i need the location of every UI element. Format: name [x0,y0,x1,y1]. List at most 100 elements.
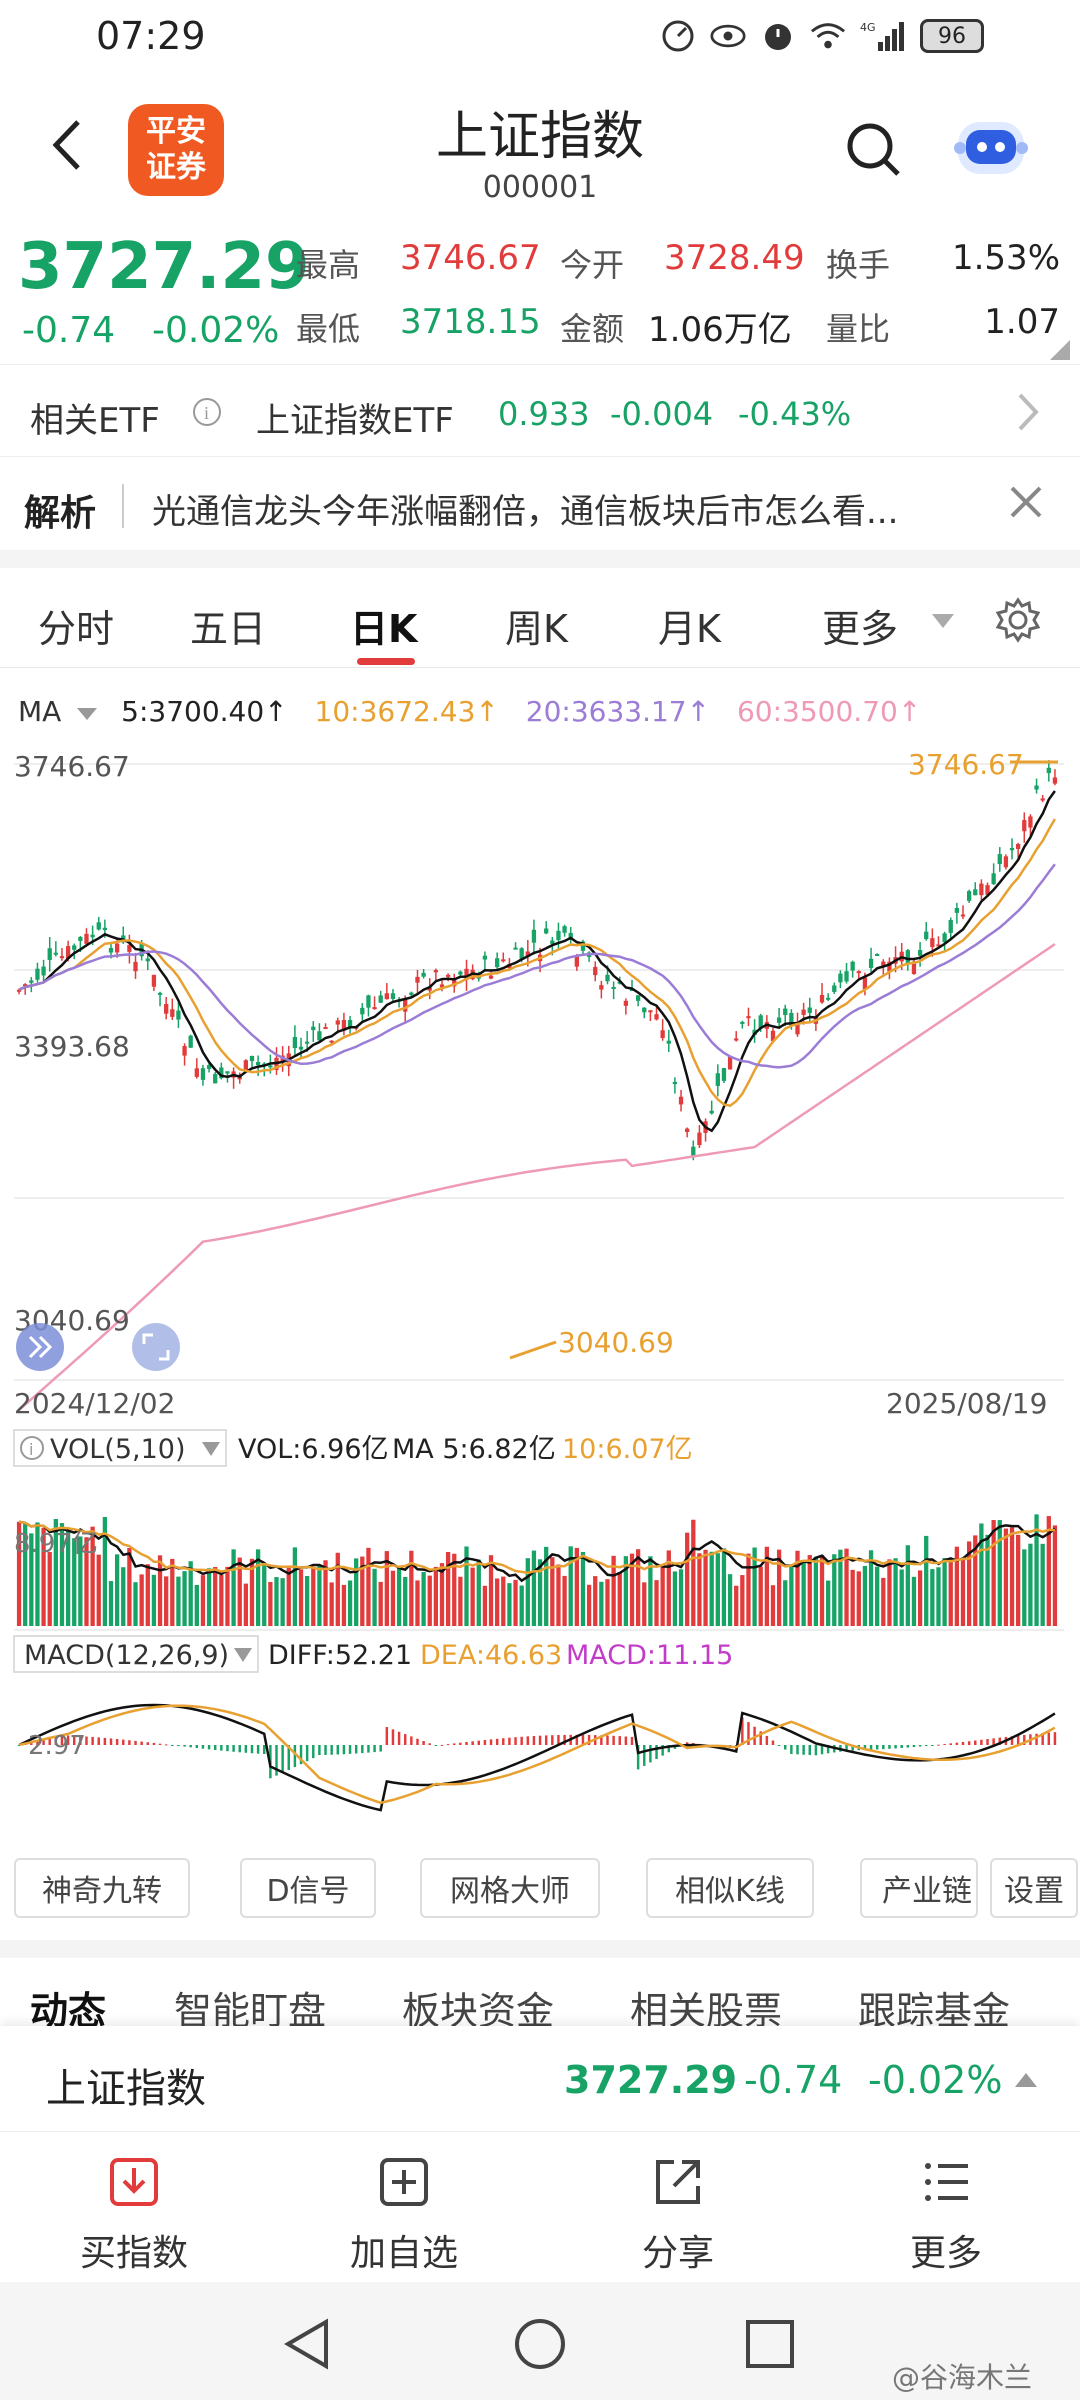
candle-body [84,933,89,944]
candle-body [133,961,138,972]
tab-five-day[interactable]: 五日 [190,607,267,651]
nav-recents-icon[interactable] [744,2318,796,2370]
macd-bar [195,1745,199,1748]
grid-master-button[interactable]: 网格大师 [420,1858,600,1918]
tab-tracking-funds[interactable]: 跟踪基金 [858,1989,1011,2026]
ma-legend[interactable]: MA 5:3700.40↑ 10:3672.43↑ 20:3633.17↑ 60… [18,695,921,728]
macd-bar [263,1745,266,1755]
status-icons: 4G 96 [660,18,984,54]
macd-bar [164,1744,168,1746]
candle-body [513,947,518,950]
macd-bar [250,1745,254,1754]
macd-indicator-selector[interactable]: MACD(12,26,9) [13,1635,259,1673]
info-icon[interactable]: i [192,397,222,427]
similar-kline-button[interactable]: 相似K线 [646,1858,814,1918]
settings-button[interactable]: 设置 [990,1858,1078,1918]
buy-index-button[interactable]: 买指数 [54,2154,214,2276]
tab-intraday[interactable]: 分时 [38,607,115,651]
nav-home-icon[interactable] [512,2316,568,2372]
tab-more[interactable]: 更多 [822,607,899,651]
macd-bar [851,1745,854,1751]
macd-bar [900,1745,903,1749]
candle-body [991,873,996,885]
volume-bar [464,1546,469,1626]
macd-bar [446,1744,450,1746]
expand-up-icon[interactable] [1014,2072,1038,2088]
candle-body [305,1041,310,1044]
menu-list-icon [925,2163,968,2201]
volume-bar [53,1519,58,1626]
candle-body [605,974,610,982]
add-watchlist-button[interactable]: 加自选 [324,2154,484,2276]
industry-chain-button[interactable]: 产业链 [860,1858,978,1918]
volume-bar [599,1581,604,1626]
search-button[interactable] [842,118,906,182]
tab-monthly-k[interactable]: 月K [658,607,721,651]
section-gap [0,550,1080,568]
chevron-right-icon[interactable] [1012,389,1042,435]
back-button[interactable] [40,110,100,180]
tab-weekly-k[interactable]: 周K [505,607,568,651]
macd-bar [906,1745,910,1748]
amount-value: 1.06万亿 [648,310,792,350]
volume-bar [1016,1534,1021,1626]
moving-average-lines [18,790,1056,1411]
volume-bar [23,1524,28,1626]
gear-icon[interactable] [994,596,1042,644]
volume-bar [819,1555,825,1626]
dropdown-arrow-icon[interactable] [930,612,956,630]
x-axis-start-date: 2024/12/02 [14,1387,175,1420]
tab-related-stocks[interactable]: 相关股票 [630,1989,783,2026]
macd-bar [931,1745,934,1746]
fullscreen-button[interactable] [132,1323,180,1371]
volume-bar [948,1561,953,1626]
scroll-forward-button[interactable] [16,1323,64,1371]
buy-index-label: 买指数 [79,2233,188,2274]
expand-corner-icon[interactable] [1050,340,1070,360]
volume-bar [501,1576,506,1626]
close-icon[interactable] [1006,482,1046,522]
share-button[interactable]: 分享 [598,2154,758,2276]
tab-sector-funds[interactable]: 板块资金 [402,1989,555,2026]
macd-bar [465,1741,468,1745]
volume-bar [72,1538,77,1626]
candle-body [366,995,371,1008]
network-type-label: 4G [860,21,876,34]
volume-bar [133,1582,138,1626]
magic-nine-button[interactable]: 神奇九转 [14,1858,190,1918]
volume-bar [697,1553,702,1626]
price-change: -0.74 [22,310,116,351]
volume-bar [482,1585,488,1626]
volume-bar [826,1580,831,1626]
volume-bar [90,1526,95,1626]
volume-indicator-selector[interactable]: i VOL(5,10) [13,1429,227,1467]
d-signal-button[interactable]: D信号 [240,1858,376,1918]
tab-news[interactable]: 动态 [30,1989,107,2026]
add-square-icon [380,2158,428,2206]
macd-bar [361,1745,364,1754]
bottom-quote-bar[interactable]: 上证指数 3727.29 -0.74 -0.02% [0,2026,1080,2132]
volume-bar [887,1559,892,1626]
macd-bar [367,1745,370,1753]
macd-bar [238,1745,241,1753]
dropdown-arrow-icon [202,1442,220,1456]
volume-bar [562,1575,567,1626]
kline-chart[interactable]: 3746.67 3393.68 3040.69 3746.67 3040.69 … [0,740,1080,1850]
status-time: 07:29 [96,14,206,58]
macd-bar [477,1740,480,1745]
ma5-line [18,790,1056,1133]
ai-assistant-button[interactable] [950,110,1032,184]
related-etf-row[interactable]: 相关ETF i 上证指数ETF 0.933 -0.004 -0.43% [0,367,1080,457]
dropdown-arrow-icon [77,708,98,720]
volume-bar [905,1545,910,1626]
more-button[interactable]: 更多 [866,2154,1026,2276]
analysis-news-row[interactable]: 解析 光通信龙头今年涨幅翻倍，通信板块后市怎么看... [0,460,1080,550]
candle-body [1022,820,1027,832]
tab-daily-k[interactable]: 日K [350,607,418,651]
nav-back-icon[interactable] [282,2318,334,2370]
ma10-value: 10:3672.43↑ [314,695,499,728]
volume-bar [243,1583,248,1626]
bottom-price: 3727.29 [564,2058,738,2102]
volume-bar [709,1551,714,1626]
tab-smart-watch[interactable]: 智能盯盘 [174,1989,327,2026]
